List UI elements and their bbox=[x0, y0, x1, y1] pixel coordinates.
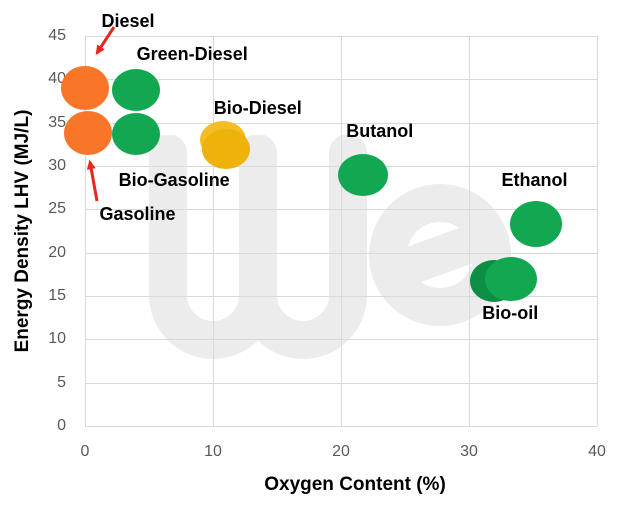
point-label-bio-diesel: Bio-Diesel bbox=[213, 97, 302, 118]
y-tick-label: 20 bbox=[48, 243, 66, 261]
gridline-horizontal bbox=[85, 79, 597, 81]
annotation-arrow-gasoline bbox=[86, 159, 99, 202]
point-label-diesel: Diesel bbox=[101, 11, 155, 31]
y-tick-label: 0 bbox=[57, 417, 66, 434]
point-label-bio-oil: Bio-oil bbox=[482, 302, 539, 323]
x-axis-title: Oxygen Content (%) bbox=[264, 474, 446, 495]
point-label-butanol: Butanol bbox=[346, 120, 414, 141]
x-tick-label: 40 bbox=[588, 443, 606, 460]
x-tick-label: 30 bbox=[460, 443, 478, 460]
gridline-vertical bbox=[469, 36, 470, 426]
y-tick-label: 35 bbox=[48, 113, 66, 131]
gridline-horizontal bbox=[85, 252, 597, 254]
gridline-vertical bbox=[597, 36, 598, 426]
gridline-horizontal bbox=[85, 296, 597, 297]
x-tick-label: 20 bbox=[332, 443, 350, 460]
y-tick-label: 45 bbox=[48, 27, 66, 44]
bubble-bio-gasoline bbox=[112, 112, 161, 155]
gridline-vertical bbox=[341, 36, 342, 426]
bubble-butanol bbox=[337, 153, 388, 196]
x-tick-label: 0 bbox=[80, 443, 90, 460]
y-tick-label: 30 bbox=[48, 157, 66, 174]
bubble-gasoline bbox=[63, 111, 112, 156]
watermark-w-glyph bbox=[239, 135, 367, 359]
y-axis-title: Energy Density LHV (MJ/L) bbox=[12, 109, 33, 353]
bubble-bio-diesel bbox=[201, 128, 250, 169]
gridline-vertical bbox=[213, 36, 214, 426]
bubble-ethanol bbox=[509, 201, 562, 248]
y-tick-label: 25 bbox=[48, 200, 66, 218]
watermark-e-glyph bbox=[369, 184, 511, 326]
point-label-ethanol: Ethanol bbox=[501, 170, 568, 191]
gridline-horizontal bbox=[85, 209, 597, 211]
point-label-gasoline: Gasoline bbox=[99, 204, 176, 225]
y-tick-label: 5 bbox=[57, 373, 66, 391]
bubble-green-diesel bbox=[112, 68, 161, 111]
point-label-green-diesel: Green-Diesel bbox=[136, 43, 248, 64]
gridline-horizontal bbox=[85, 382, 597, 384]
point-label-bio-gasoline: Bio-Gasoline bbox=[118, 169, 230, 190]
bubble-diesel bbox=[61, 66, 109, 110]
gridline-vertical bbox=[85, 36, 86, 426]
gridline-horizontal bbox=[85, 36, 597, 37]
gridline-horizontal bbox=[85, 122, 597, 124]
gridline-horizontal bbox=[85, 339, 597, 341]
y-tick-label: 15 bbox=[48, 287, 66, 304]
bubble-bio-oil bbox=[485, 256, 538, 301]
gridline-horizontal bbox=[85, 426, 597, 427]
x-tick-label: 10 bbox=[204, 443, 222, 460]
y-tick-label: 10 bbox=[48, 330, 66, 348]
